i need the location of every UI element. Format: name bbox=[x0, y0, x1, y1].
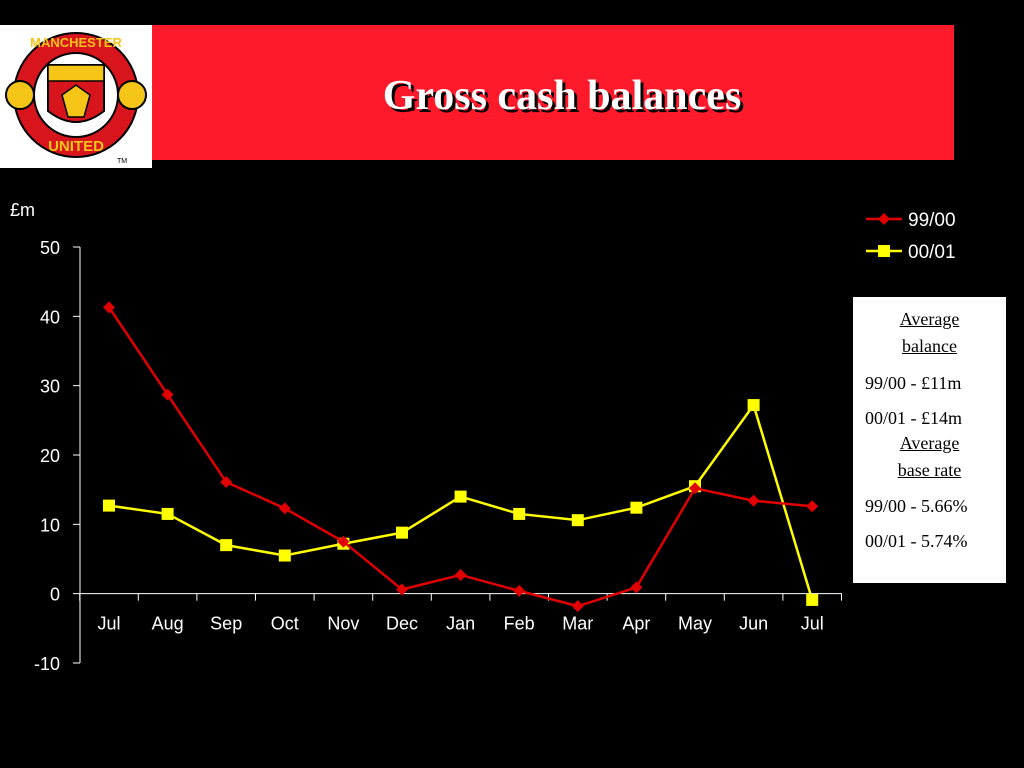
average-base-rate-heading-line-1: Average bbox=[899, 433, 960, 453]
data-point-99-00 bbox=[571, 600, 584, 613]
y-tick-label: 20 bbox=[40, 446, 60, 466]
x-tick-label: Jun bbox=[739, 614, 768, 634]
x-tick-label: Aug bbox=[152, 614, 184, 634]
y-tick-label: 0 bbox=[50, 585, 60, 605]
data-point-00-01 bbox=[571, 514, 584, 527]
data-point-99-00 bbox=[747, 494, 760, 507]
average-balance-9900: 99/00 - £11m bbox=[865, 373, 962, 393]
average-info-box: Average balance 99/00 - £11m 00/01 - £14… bbox=[853, 297, 1006, 583]
logo-tm: TM bbox=[117, 158, 127, 165]
y-tick-label: 50 bbox=[40, 238, 60, 258]
data-point-99-00 bbox=[806, 500, 819, 513]
data-point-99-00 bbox=[689, 482, 701, 495]
legend-marker-99-00 bbox=[878, 213, 890, 225]
x-tick-label: Feb bbox=[504, 614, 535, 634]
x-tick-label: Jul bbox=[801, 614, 824, 634]
average-base-rate-heading: Average base rate bbox=[854, 430, 1005, 484]
y-tick-label: 40 bbox=[40, 307, 60, 327]
data-point-00-01 bbox=[454, 490, 467, 503]
data-point-00-01 bbox=[806, 593, 819, 606]
average-base-rate-9900: 99/00 - 5.66% bbox=[865, 496, 968, 516]
data-point-00-01 bbox=[220, 539, 233, 552]
data-point-00-01 bbox=[630, 501, 643, 514]
x-tick-label: Mar bbox=[562, 614, 593, 634]
legend-label-99-00: 99/00 bbox=[908, 210, 956, 231]
x-tick-label: Apr bbox=[622, 614, 650, 634]
data-point-00-01 bbox=[103, 499, 115, 512]
data-point-99-00 bbox=[513, 584, 526, 597]
x-tick-label: Dec bbox=[386, 614, 418, 634]
y-axis-unit-label: £m bbox=[10, 200, 35, 220]
average-balance-heading: Average balance bbox=[854, 306, 1005, 360]
data-point-00-01 bbox=[396, 526, 408, 539]
series-line-99-00 bbox=[107, 306, 813, 608]
data-point-99-00 bbox=[220, 476, 233, 489]
average-balance-heading-line-1: Average bbox=[899, 309, 960, 329]
data-point-99-00 bbox=[103, 301, 115, 314]
legend-label-00-01: 00/01 bbox=[908, 242, 956, 263]
data-point-99-00 bbox=[454, 568, 467, 581]
data-point-99-00 bbox=[278, 502, 291, 515]
logo-top-text: MANCHESTER bbox=[30, 35, 122, 50]
x-tick-label: Jul bbox=[97, 614, 120, 634]
data-point-99-00 bbox=[161, 388, 174, 401]
club-logo: MANCHESTER UNITED TM bbox=[0, 25, 152, 168]
average-balance-0001: 00/01 - £14m bbox=[865, 408, 962, 428]
x-tick-label: Nov bbox=[327, 614, 359, 634]
data-point-00-01 bbox=[161, 507, 174, 520]
data-point-99-00 bbox=[396, 583, 408, 596]
y-tick-label: 30 bbox=[40, 377, 60, 397]
legend-marker-00-01 bbox=[878, 245, 890, 257]
header-bar bbox=[0, 25, 954, 160]
slide-title: Gross cash balances bbox=[382, 73, 742, 119]
x-tick-label: Sep bbox=[210, 614, 242, 634]
logo-bottom-text: UNITED bbox=[48, 138, 104, 155]
x-tick-label: Oct bbox=[271, 614, 299, 634]
average-base-rate-0001: 00/01 - 5.74% bbox=[865, 531, 968, 551]
y-tick-label: -10 bbox=[34, 654, 60, 674]
x-tick-label: May bbox=[678, 614, 712, 634]
average-balance-heading-line-2: balance bbox=[902, 336, 957, 356]
data-point-99-00 bbox=[630, 581, 643, 594]
data-point-00-01 bbox=[278, 549, 291, 562]
data-point-00-01 bbox=[513, 507, 526, 520]
x-tick-label: Jan bbox=[446, 614, 475, 634]
average-base-rate-heading-line-2: base rate bbox=[897, 460, 962, 480]
data-point-00-01 bbox=[747, 399, 760, 412]
data-point-99-00 bbox=[337, 535, 350, 548]
y-tick-label: 10 bbox=[40, 515, 60, 535]
